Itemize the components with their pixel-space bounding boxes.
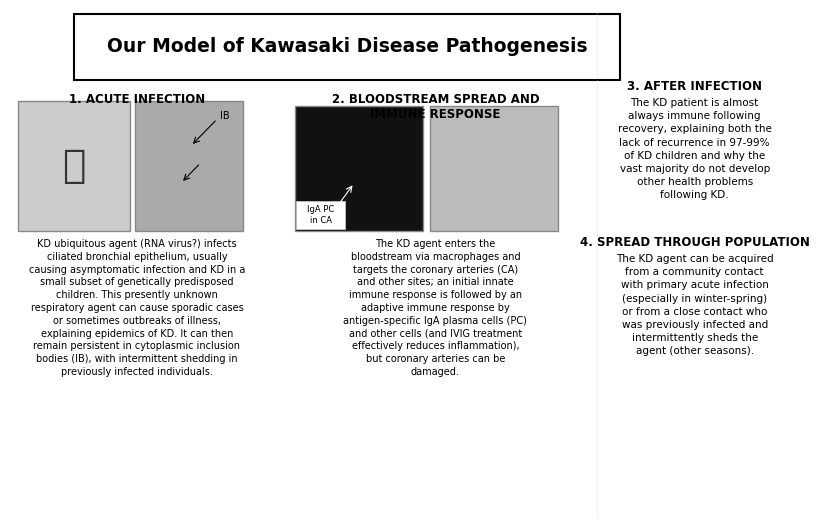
Bar [431, 106, 558, 231]
Text: The KD agent can be acquired
from a community contact
with primary acute infecti: The KD agent can be acquired from a comm… [616, 254, 773, 356]
Text: IgA PC
in CA: IgA PC in CA [307, 205, 335, 225]
Text: The KD patient is almost
always immune following
recovery, explaining both the
l: The KD patient is almost always immune f… [618, 98, 772, 200]
Text: 2. BLOODSTREAM SPREAD AND
IMMUNE RESPONSE: 2. BLOODSTREAM SPREAD AND IMMUNE RESPONS… [331, 93, 539, 121]
Text: Our Model of Kawasaki Disease Pathogenesis: Our Model of Kawasaki Disease Pathogenes… [107, 38, 588, 56]
Bar [135, 101, 243, 231]
Text: The KD agent enters the
bloodstream via macrophages and
targets the coronary art: The KD agent enters the bloodstream via … [343, 239, 528, 377]
Text: 3. AFTER INFECTION: 3. AFTER INFECTION [627, 80, 762, 93]
Bar [18, 101, 130, 231]
Text: 🫁: 🫁 [62, 147, 85, 185]
Text: 1. ACUTE INFECTION: 1. ACUTE INFECTION [68, 93, 205, 106]
Text: IB: IB [220, 111, 230, 121]
Bar [296, 201, 346, 229]
Text: KD ubiquitous agent (RNA virus?) infects
ciliated bronchial epithelium, usually
: KD ubiquitous agent (RNA virus?) infects… [28, 239, 245, 377]
FancyBboxPatch shape [74, 14, 620, 80]
Bar [296, 106, 423, 231]
Text: 4. SPREAD THROUGH POPULATION: 4. SPREAD THROUGH POPULATION [579, 236, 810, 249]
